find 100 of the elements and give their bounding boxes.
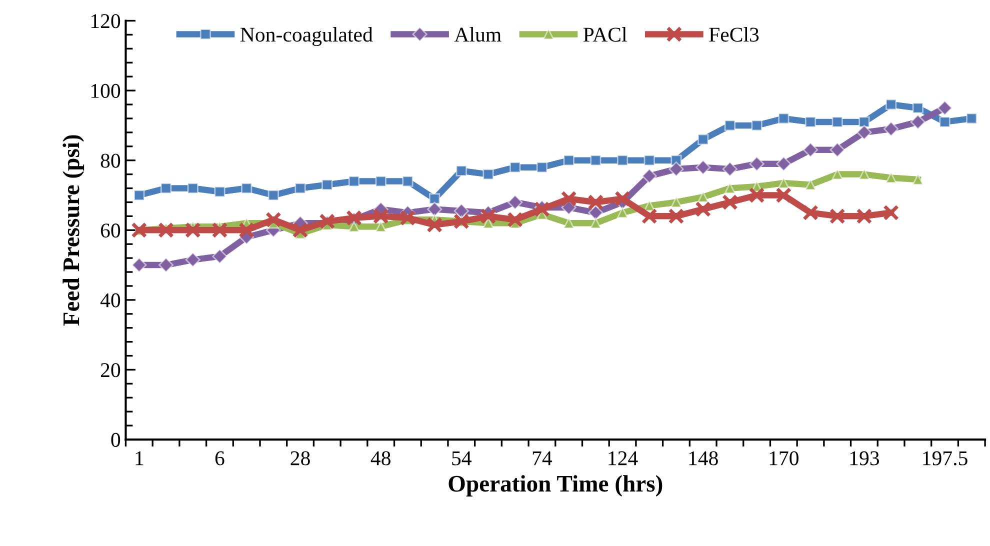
point xyxy=(294,182,306,194)
legend-label: FeCl3 xyxy=(709,27,759,42)
point xyxy=(482,218,494,229)
point xyxy=(184,222,201,238)
point xyxy=(241,182,252,194)
point xyxy=(776,156,792,172)
point xyxy=(590,154,602,166)
point xyxy=(858,116,870,128)
point xyxy=(912,174,924,186)
point xyxy=(641,208,658,224)
point xyxy=(563,154,574,166)
legend-label: Alum xyxy=(454,27,502,42)
legend-label: Non-coagulated xyxy=(240,27,373,46)
point xyxy=(830,142,845,158)
point xyxy=(642,168,657,184)
point xyxy=(507,212,524,228)
point xyxy=(749,156,764,172)
x-tick-label: 54 xyxy=(452,451,472,466)
x-tick-label: 48 xyxy=(370,451,390,466)
point xyxy=(588,194,604,210)
point xyxy=(937,100,952,116)
point xyxy=(910,114,926,130)
y-tick-label: 20 xyxy=(100,363,120,378)
legend-label: PACl xyxy=(583,27,627,42)
point xyxy=(132,257,147,273)
point xyxy=(668,161,684,177)
point xyxy=(858,168,870,180)
y-tick-label: 100 xyxy=(91,84,120,98)
point xyxy=(886,98,897,110)
point xyxy=(939,116,950,128)
point xyxy=(588,205,604,220)
x-tick-label: 6 xyxy=(215,451,224,466)
point xyxy=(804,116,816,128)
point xyxy=(778,112,790,124)
x-tick-label: 193 xyxy=(850,451,880,466)
point xyxy=(428,193,440,204)
point xyxy=(348,176,360,187)
x-tick-label: 28 xyxy=(290,451,310,466)
x-tick-label: 148 xyxy=(689,451,718,466)
x-tick-label: 124 xyxy=(608,451,638,466)
point xyxy=(668,208,684,224)
point xyxy=(563,218,574,229)
point xyxy=(454,203,469,219)
point xyxy=(560,190,577,207)
point xyxy=(886,172,897,184)
point xyxy=(268,190,279,201)
point xyxy=(698,134,709,145)
point xyxy=(832,168,843,180)
y-axis-title: Feed Pressure (psi) xyxy=(62,135,84,326)
point xyxy=(616,207,628,218)
point xyxy=(912,102,924,114)
point xyxy=(724,182,736,194)
y-tick-label: 60 xyxy=(100,224,120,238)
point xyxy=(856,208,872,224)
point xyxy=(482,168,494,180)
y-tick-label: 40 xyxy=(100,293,120,308)
point xyxy=(966,112,978,124)
y-tick-label: 120 xyxy=(91,14,120,28)
x-tick-label: 74 xyxy=(532,451,552,466)
point xyxy=(614,190,631,207)
point xyxy=(695,201,712,218)
y-tick-label: 80 xyxy=(100,154,120,168)
point xyxy=(480,208,496,224)
point xyxy=(751,120,762,131)
point xyxy=(722,194,738,210)
y-tick-label: 0 xyxy=(111,432,120,447)
point xyxy=(134,190,145,201)
point xyxy=(778,177,790,189)
point xyxy=(214,186,226,198)
point xyxy=(698,191,709,203)
point xyxy=(802,204,818,221)
point xyxy=(400,210,416,226)
point xyxy=(292,222,308,238)
point xyxy=(375,176,386,187)
point xyxy=(883,204,900,221)
point xyxy=(238,222,255,238)
point xyxy=(187,182,198,194)
point xyxy=(348,221,360,232)
point xyxy=(722,161,738,177)
point xyxy=(856,124,872,140)
x-axis-title: Operation Time (hrs) xyxy=(448,475,662,496)
point xyxy=(696,160,711,175)
point xyxy=(536,162,548,173)
point xyxy=(158,257,174,273)
point xyxy=(748,187,765,204)
point xyxy=(804,179,816,190)
point xyxy=(616,154,628,166)
point xyxy=(644,154,655,166)
point xyxy=(402,176,414,187)
point xyxy=(212,248,228,264)
point xyxy=(829,208,846,224)
point xyxy=(883,121,899,137)
point xyxy=(802,142,818,158)
point xyxy=(322,179,333,190)
point xyxy=(590,218,602,229)
point xyxy=(158,222,174,238)
point xyxy=(644,200,655,212)
point xyxy=(185,252,200,268)
x-tick-label: 1 xyxy=(136,451,144,466)
point xyxy=(160,182,172,194)
